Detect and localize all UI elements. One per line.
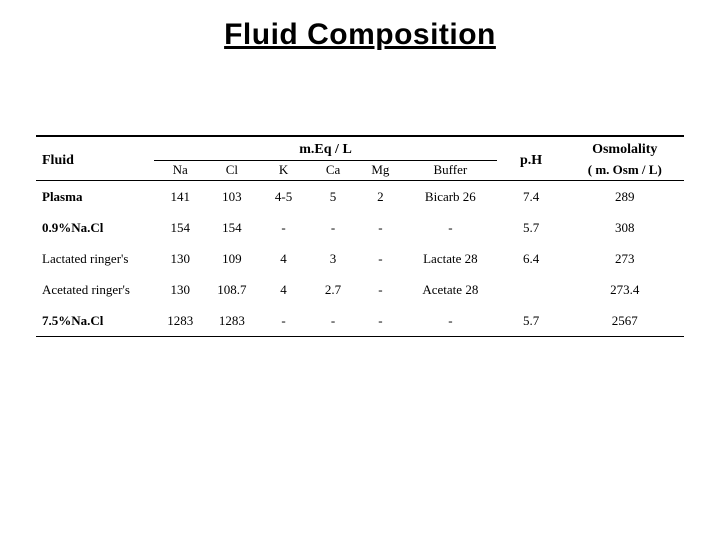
cell-ca: 2.7: [309, 274, 356, 305]
cell-ca: 3: [309, 243, 356, 274]
col-mg: Mg: [357, 159, 404, 180]
cell-ca: -: [309, 305, 356, 336]
page-title: Fluid Composition: [0, 18, 720, 52]
cell-osm: 2567: [566, 305, 684, 336]
col-cl: Cl: [206, 159, 258, 180]
cell-mg: -: [357, 243, 404, 274]
cell-na: 141: [154, 181, 206, 212]
col-ca: Ca: [309, 159, 356, 180]
header-row-1: Fluid m.Eq / L p.H Osmolality: [36, 137, 684, 159]
meq-label: m.Eq / L: [299, 142, 352, 157]
col-group-meq: m.Eq / L: [154, 137, 496, 159]
cell-buffer: Bicarb 26: [404, 181, 497, 212]
cell-osm: 289: [566, 181, 684, 212]
cell-k: -: [258, 212, 310, 243]
cell-na: 130: [154, 274, 206, 305]
cell-ca: 5: [309, 181, 356, 212]
cell-buffer: Acetate 28: [404, 274, 497, 305]
cell-cl: 1283: [206, 305, 258, 336]
table-row: 7.5%Na.Cl12831283----5.72567: [36, 305, 684, 336]
cell-ph: [497, 274, 566, 305]
cell-osm: 273: [566, 243, 684, 274]
fluid-table: Fluid m.Eq / L p.H Osmolality Na Cl K Ca…: [36, 137, 684, 180]
fluid-table-body: Plasma1411034-552Bicarb 267.42890.9%Na.C…: [36, 181, 684, 336]
slide: Fluid Composition Fluid m.Eq / L p.H Osm…: [0, 0, 720, 540]
table-row: Plasma1411034-552Bicarb 267.4289: [36, 181, 684, 212]
col-osm: Osmolality: [566, 137, 684, 159]
cell-ph: 5.7: [497, 212, 566, 243]
cell-ca: -: [309, 212, 356, 243]
cell-k: 4-5: [258, 181, 310, 212]
cell-buffer: -: [404, 305, 497, 336]
cell-fluid: 0.9%Na.Cl: [36, 212, 154, 243]
cell-cl: 103: [206, 181, 258, 212]
col-na: Na: [154, 159, 206, 180]
cell-buffer: -: [404, 212, 497, 243]
cell-cl: 108.7: [206, 274, 258, 305]
cell-fluid: 7.5%Na.Cl: [36, 305, 154, 336]
col-osm-unit: ( m. Osm / L): [566, 159, 684, 180]
cell-ph: 5.7: [497, 305, 566, 336]
table-row: Acetated ringer's130108.742.7-Acetate 28…: [36, 274, 684, 305]
cell-fluid: Plasma: [36, 181, 154, 212]
col-buffer: Buffer: [404, 159, 497, 180]
meq-underline: [154, 160, 496, 161]
cell-ph: 7.4: [497, 181, 566, 212]
cell-fluid: Lactated ringer's: [36, 243, 154, 274]
cell-mg: -: [357, 305, 404, 336]
cell-osm: 273.4: [566, 274, 684, 305]
cell-cl: 154: [206, 212, 258, 243]
cell-na: 1283: [154, 305, 206, 336]
table-row: Lactated ringer's13010943-Lactate 286.42…: [36, 243, 684, 274]
col-fluid: Fluid: [36, 137, 154, 180]
cell-mg: 2: [357, 181, 404, 212]
cell-mg: -: [357, 274, 404, 305]
cell-k: -: [258, 305, 310, 336]
cell-mg: -: [357, 212, 404, 243]
cell-fluid: Acetated ringer's: [36, 274, 154, 305]
cell-k: 4: [258, 274, 310, 305]
composition-table: Fluid m.Eq / L p.H Osmolality Na Cl K Ca…: [36, 135, 684, 337]
bottom-rule: [36, 336, 684, 337]
cell-ph: 6.4: [497, 243, 566, 274]
cell-buffer: Lactate 28: [404, 243, 497, 274]
cell-k: 4: [258, 243, 310, 274]
col-ph: p.H: [497, 137, 566, 180]
table-row: 0.9%Na.Cl154154----5.7308: [36, 212, 684, 243]
cell-osm: 308: [566, 212, 684, 243]
cell-cl: 109: [206, 243, 258, 274]
cell-na: 130: [154, 243, 206, 274]
cell-na: 154: [154, 212, 206, 243]
col-k: K: [258, 159, 310, 180]
